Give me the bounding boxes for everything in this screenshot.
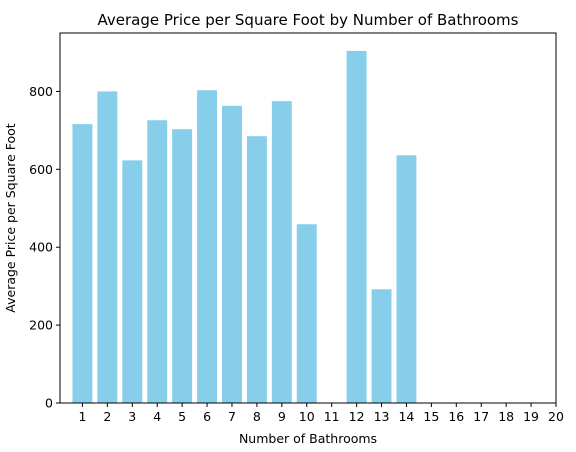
bar-6 bbox=[197, 90, 218, 404]
x-tick-label: 1 bbox=[78, 409, 86, 424]
x-tick-label: 16 bbox=[448, 409, 464, 424]
y-axis-ticks: 0 200 400 600 800 bbox=[29, 84, 60, 411]
bar-12 bbox=[346, 50, 367, 403]
x-axis-ticks: 1 2 3 4 5 6 7 8 9 10 11 12 13 14 15 16 17 18 19 20 bbox=[78, 403, 564, 424]
x-tick-label: 18 bbox=[498, 409, 514, 424]
bar-9 bbox=[271, 101, 292, 403]
y-tick-label: 0 bbox=[45, 396, 53, 411]
bar-7 bbox=[222, 105, 242, 404]
bar-13 bbox=[371, 289, 392, 403]
bar-14 bbox=[396, 155, 417, 403]
x-tick-label: 20 bbox=[548, 409, 564, 424]
x-tick-label: 11 bbox=[324, 409, 340, 424]
x-tick-label: 9 bbox=[278, 409, 286, 424]
x-tick-label: 4 bbox=[153, 409, 161, 424]
bar-3 bbox=[122, 160, 143, 403]
bar-5 bbox=[172, 129, 193, 403]
plot-frame bbox=[59, 32, 557, 404]
y-tick-label: 400 bbox=[29, 240, 53, 255]
x-tick-label: 5 bbox=[178, 409, 186, 424]
x-tick-label: 7 bbox=[228, 409, 236, 424]
x-tick-label: 14 bbox=[398, 409, 414, 424]
x-tick-label: 17 bbox=[473, 409, 489, 424]
bars-layer bbox=[72, 50, 417, 404]
x-tick-label: 12 bbox=[349, 409, 365, 424]
x-axis-label: Number of Bathrooms bbox=[239, 431, 377, 446]
x-tick-label: 8 bbox=[253, 409, 261, 424]
x-tick-label: 2 bbox=[103, 409, 111, 424]
bar-8 bbox=[246, 136, 267, 404]
bar-10 bbox=[296, 224, 317, 403]
bar-1 bbox=[72, 124, 93, 403]
x-tick-label: 13 bbox=[374, 409, 390, 424]
x-tick-label: 3 bbox=[128, 409, 136, 424]
x-tick-label: 15 bbox=[423, 409, 439, 424]
y-axis-label: Average Price per Square Foot bbox=[3, 123, 18, 313]
bar-2 bbox=[97, 91, 118, 403]
y-tick-label: 600 bbox=[29, 162, 53, 177]
x-tick-label: 6 bbox=[203, 409, 211, 424]
x-tick-label: 10 bbox=[299, 409, 315, 424]
y-tick-label: 200 bbox=[29, 318, 53, 333]
x-tick-label: 19 bbox=[523, 409, 539, 424]
y-tick-label: 800 bbox=[29, 84, 53, 99]
bar-4 bbox=[147, 120, 168, 404]
chart-title: Average Price per Square Foot by Number … bbox=[98, 11, 519, 29]
